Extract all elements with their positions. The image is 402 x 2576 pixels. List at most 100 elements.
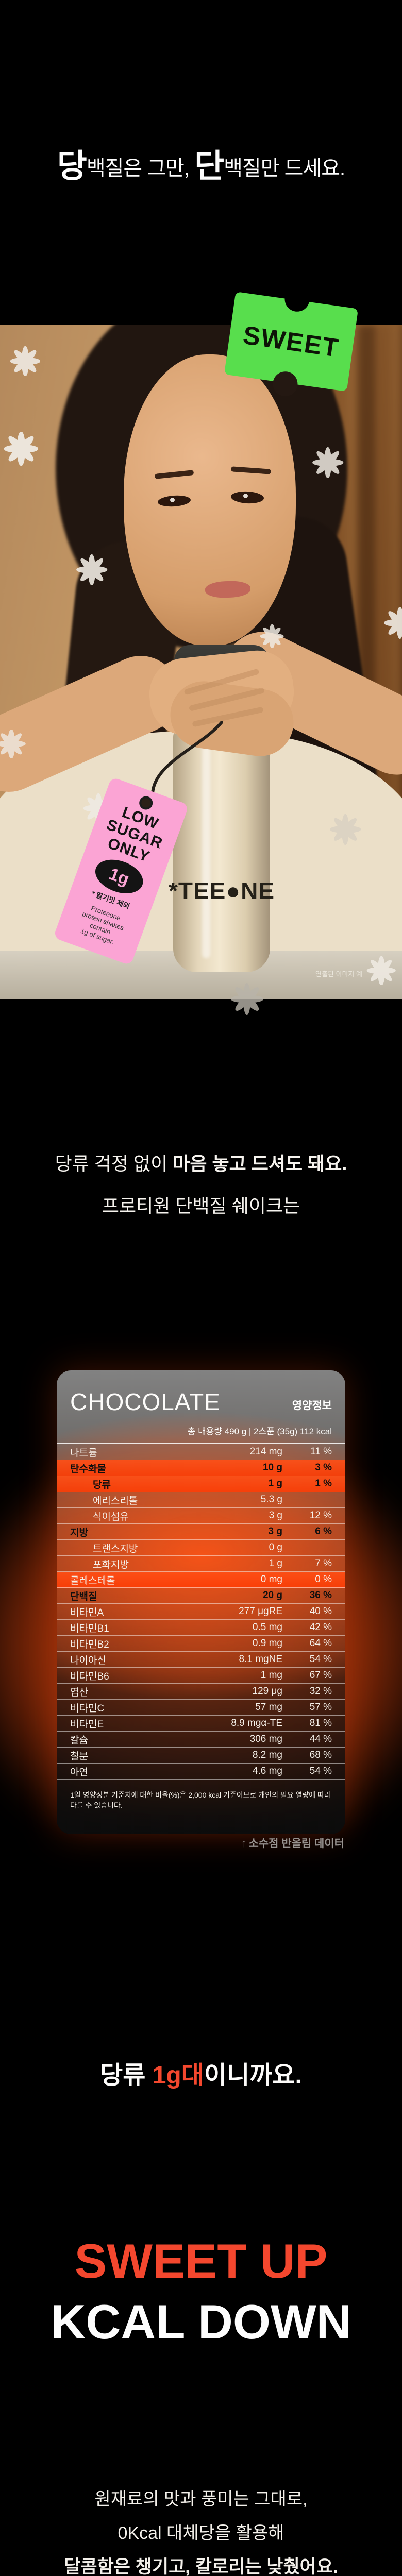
nutrient-percent: 81 %: [309, 1718, 332, 1728]
nutrient-percent: 67 %: [309, 1670, 332, 1681]
flavor-title: CHOCOLATE: [70, 1388, 221, 1415]
intro-line-2: 프로티원 단백질 쉐이크는: [102, 1195, 300, 1216]
nutrient-amount: 0 mg: [260, 1574, 282, 1585]
sticker-notch-top: [283, 285, 311, 313]
nutrient-percent: 54 %: [309, 1766, 332, 1776]
benefit-line-2: 0Kcal 대체당을 활용해: [118, 2523, 284, 2543]
nutrient-amount: 3 g: [269, 1510, 282, 1521]
bottle-logo: *TEE●NE: [168, 877, 275, 904]
table-row: 당류 1 g 1 %: [57, 1476, 345, 1492]
asterisk-decoration: [312, 447, 344, 478]
nutrient-percent: 54 %: [309, 1654, 332, 1665]
nutrient-name: 비타민B2: [70, 1639, 109, 1650]
asterisk-decoration: [384, 607, 402, 639]
nutrient-amount: 277 μgRE: [239, 1606, 282, 1617]
nutrition-card-header: CHOCOLATE 영양정보: [57, 1370, 345, 1416]
up-arrow-icon: ↑: [241, 1838, 247, 1850]
nutrition-footnote: 1일 영양성분 기준치에 대한 비율(%)은 2,000 kcal 기준이므로 …: [70, 1791, 331, 1809]
claim-emphasis: 1g대: [152, 2062, 204, 2089]
sweet-up-line: SWEET UP: [74, 2234, 328, 2288]
table-row: 비타민B2 0.9 mg 64 %: [57, 1636, 345, 1652]
sweet-sticker-label: SWEET: [241, 320, 341, 363]
eye-glint: [170, 498, 175, 502]
nutrient-amount: 3 g: [268, 1526, 282, 1537]
nutrient-amount: 129 μg: [252, 1686, 283, 1697]
table-row: 포화지방 1 g 7 %: [57, 1556, 345, 1572]
nutrient-amount: 10 g: [262, 1462, 282, 1473]
nutrient-name: 엽산: [70, 1687, 88, 1698]
intro-line1-bold: 마음 놓고 드셔도 돼요.: [173, 1153, 347, 1174]
nutrient-percent: 57 %: [309, 1702, 332, 1713]
table-row: 비타민B1 0.5 mg 42 %: [57, 1620, 345, 1636]
nutrient-percent: 11 %: [310, 1446, 332, 1457]
nutrient-name: 에리스리톨: [93, 1495, 138, 1506]
nutrient-name: 아연: [70, 1767, 88, 1778]
nutrient-amount: 20 g: [262, 1590, 282, 1601]
table-row: 나트륨 214 mg 11 %: [57, 1444, 345, 1460]
nutrient-name: 비타민C: [70, 1703, 105, 1714]
nutrient-name: 포화지방: [93, 1559, 129, 1570]
nutrient-percent: 36 %: [309, 1590, 332, 1601]
headline-emphasis-1: 당: [57, 148, 87, 184]
nutrient-name: 비타민E: [70, 1719, 104, 1730]
table-row: 비타민C 57 mg 57 %: [57, 1700, 345, 1716]
asterisk-decoration: [330, 814, 361, 845]
serving-info: 총 내용량 490 g | 2스푼 (35g) 112 kcal: [187, 1427, 332, 1436]
table-row: 비타민B6 1 mg 67 %: [57, 1668, 345, 1684]
nutrient-amount: 1 mg: [260, 1670, 282, 1681]
table-row: 트랜스지방 0 g: [57, 1540, 345, 1556]
nutrient-amount: 8.9 mgα-TE: [231, 1718, 282, 1728]
nutrient-name: 단백질: [70, 1591, 97, 1602]
nutrient-name: 나트륨: [70, 1447, 97, 1459]
nutrient-amount: 57 mg: [255, 1702, 282, 1713]
asterisk-decoration: [76, 554, 108, 585]
nutrient-percent: 64 %: [309, 1638, 332, 1649]
nutrition-card: CHOCOLATE 영양정보 총 내용량 490 g | 2스푼 (35g) 1…: [57, 1370, 345, 1834]
nutrient-name: 콜레스테롤: [70, 1575, 115, 1586]
headline-text-2: 백질만 드세요.: [224, 157, 345, 180]
nutrient-percent: 7 %: [315, 1558, 332, 1569]
asterisk-decoration: [4, 432, 39, 466]
table-row: 단백질 20 g 36 %: [57, 1588, 345, 1604]
sugar-claim: 당류 1g대이니까요.: [0, 2055, 402, 2091]
asterisk-decoration: [10, 346, 40, 376]
nutrient-name: 지방: [70, 1527, 88, 1538]
nutrient-name: 당류: [93, 1479, 111, 1490]
nutrient-percent: 42 %: [309, 1622, 332, 1633]
nutrient-name: 비타민B6: [70, 1671, 109, 1682]
nutrient-percent: 3 %: [315, 1462, 332, 1473]
table-row: 나이아신 8.1 mgNE 54 %: [57, 1652, 345, 1668]
sweet-sticker: SWEET: [224, 285, 359, 398]
benefit-line-3: 달콤함은 챙기고, 칼로리는 낮췄어요.: [0, 2550, 402, 2576]
nutrient-percent: 32 %: [309, 1686, 332, 1697]
table-row: 식이섬유 3 g 12 %: [57, 1508, 345, 1524]
table-row: 에리스리톨 5.3 g: [57, 1492, 345, 1508]
nutrient-amount: 8.2 mg: [252, 1750, 282, 1760]
bottle-highlight: [202, 737, 210, 958]
table-row: 엽산 129 μg 32 %: [57, 1684, 345, 1700]
nutrient-percent: 0 %: [315, 1574, 332, 1585]
nutrient-name: 철분: [70, 1751, 88, 1762]
woman-face: [124, 354, 296, 646]
asterisk-decoration: [367, 956, 396, 985]
claim-pre: 당류: [100, 2062, 153, 2089]
table-row: 콜레스테롤 0 mg 0 %: [57, 1572, 345, 1588]
nutrition-info-label: 영양정보: [292, 1400, 332, 1412]
eye-glint: [243, 494, 248, 498]
tag-string: [151, 721, 223, 795]
nutrient-name: 트랜스지방: [93, 1543, 138, 1554]
nutrient-name: 나이아신: [70, 1655, 106, 1666]
nutrient-amount: 306 mg: [249, 1734, 282, 1744]
nutrient-percent: 6 %: [315, 1526, 332, 1537]
nutrient-percent: 40 %: [309, 1606, 332, 1617]
nutrient-percent: 12 %: [309, 1510, 332, 1521]
table-row: 비타민A 277 μgRE 40 %: [57, 1604, 345, 1620]
photo-caption: 연출된 이미지 예: [315, 970, 362, 978]
table-row: 지방 3 g 6 %: [57, 1524, 345, 1540]
headline-text-1: 백질은 그만,: [86, 157, 195, 180]
kcal-down-line: KCAL DOWN: [51, 2295, 351, 2349]
rounding-note-text: 소수점 반올림 데이터: [248, 1838, 344, 1850]
nutrient-name: 식이섬유: [93, 1511, 129, 1522]
nutrient-name: 비타민B1: [70, 1623, 109, 1634]
